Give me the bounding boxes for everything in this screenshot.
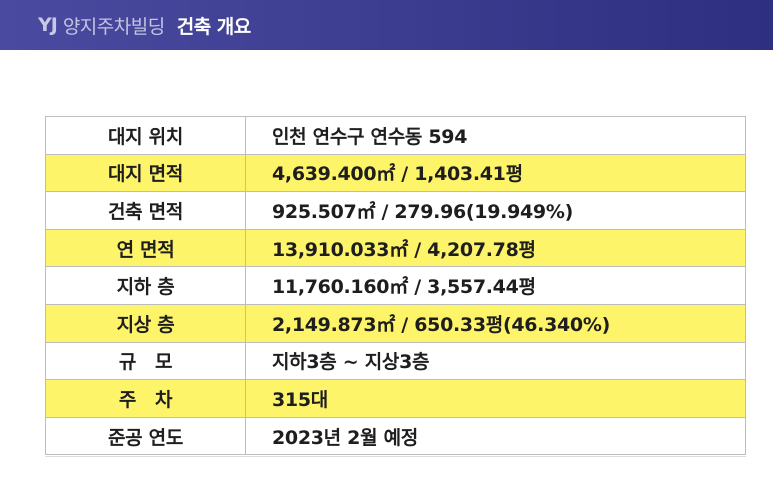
table-row: 건축 면적 925.507㎡ / 279.96(19.949%) [45,191,746,230]
row-label-above-ground-floors: 지상 층 [45,303,246,343]
table-row: 주 차 315대 [45,379,746,418]
row-label-building-area: 건축 면적 [45,191,246,230]
row-value-site-location: 인천 연수구 연수동 594 [245,116,746,155]
row-value-total-floor-area: 13,910.033㎡ / 4,207.78평 [245,228,746,268]
row-label-completion-year: 준공 연도 [45,416,246,456]
row-value-above-ground-floors: 2,149.873㎡ / 650.33평(46.340%) [245,303,746,343]
divider [45,456,746,457]
row-label-site-area: 대지 면적 [45,153,246,193]
table-row: 규 모 지하3층 ~ 지상3층 [45,341,746,381]
row-label-site-location: 대지 위치 [45,116,246,155]
row-value-basement-floors: 11,760.160㎡ / 3,557.44평 [245,266,746,305]
row-value-parking: 315대 [245,379,746,418]
row-label-total-floor-area: 연 면적 [45,228,246,268]
header-bar: YJ 양지주차빌딩 건축 개요 [0,0,773,50]
table-row: 지하 층 11,760.160㎡ / 3,557.44평 [45,266,746,305]
table-row: 대지 위치 인천 연수구 연수동 594 [45,116,746,155]
page-title: 건축 개요 [176,15,252,38]
overview-table-container: 대지 위치 인천 연수구 연수동 594 대지 면적 4,639.400㎡ / … [45,116,746,456]
table-row: 준공 연도 2023년 2월 예정 [45,416,746,456]
row-value-completion-year: 2023년 2월 예정 [245,416,746,456]
table-row: 대지 면적 4,639.400㎡ / 1,403.41평 [45,153,746,193]
row-value-building-area: 925.507㎡ / 279.96(19.949%) [245,191,746,230]
building-overview-table: 대지 위치 인천 연수구 연수동 594 대지 면적 4,639.400㎡ / … [45,116,746,456]
brand-logo: YJ [38,14,58,36]
row-value-site-area: 4,639.400㎡ / 1,403.41평 [245,153,746,193]
row-value-scale: 지하3층 ~ 지상3층 [245,341,746,381]
row-label-basement-floors: 지하 층 [45,266,246,305]
row-label-parking: 주 차 [45,379,246,418]
table-row: 지상 층 2,149.873㎡ / 650.33평(46.340%) [45,303,746,343]
brand-name: 양지주차빌딩 [62,15,165,38]
table-row: 연 면적 13,910.033㎡ / 4,207.78평 [45,228,746,268]
row-label-scale: 규 모 [45,341,246,381]
